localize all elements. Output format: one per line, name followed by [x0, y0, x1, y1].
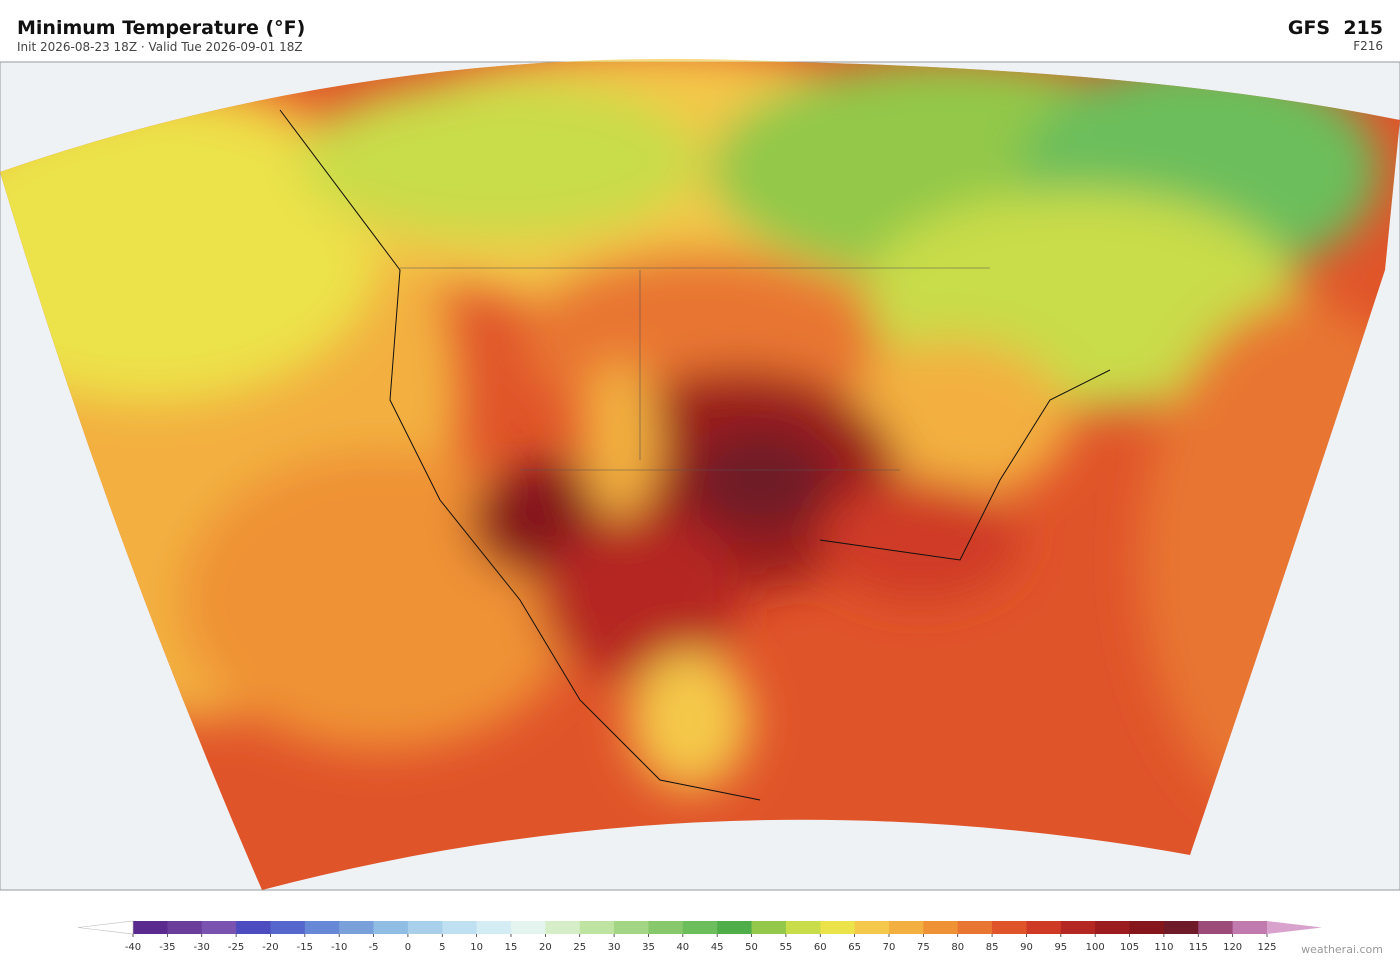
colorbar-segment — [1129, 921, 1165, 934]
colorbar-segment — [442, 921, 478, 934]
colorbar-segment — [889, 921, 924, 934]
borders — [400, 267, 990, 471]
colorbar-segment — [1095, 921, 1131, 934]
colorbar-tick-label: 95 — [1054, 942, 1067, 953]
colorbar-segment — [545, 921, 581, 934]
colorbar-tick-label: 25 — [573, 942, 586, 953]
colorbar-tick-label: 10 — [470, 942, 483, 953]
colorbar-tick-label: 65 — [848, 942, 861, 953]
map — [0, 58, 1400, 891]
colorbar-segment — [1198, 921, 1234, 934]
colorbar-tick-label: -10 — [331, 942, 347, 953]
title: Minimum Temperature (°F) — [17, 17, 305, 39]
credit: weatherai.com — [1301, 943, 1383, 956]
colorbar-tick-label: 90 — [1020, 942, 1033, 953]
colorbar-segment — [133, 921, 168, 934]
colorbar-segment — [614, 921, 649, 934]
colorbar-segment — [1232, 921, 1268, 934]
colorbar-segment — [648, 921, 684, 934]
colorbar-segment — [992, 921, 1027, 934]
colorbar-segment — [1060, 921, 1096, 934]
colorbar: -40 -35 -30 -25 -20 -15 -10 -5 0 5 10 15 20 25 30 35 40 4… — [77, 920, 1322, 953]
colorbar-segment — [820, 921, 856, 934]
colorbar-tick-label: 125 — [1257, 942, 1276, 953]
colorbar-segment — [854, 921, 890, 934]
colorbar-tick-label: -40 — [125, 942, 141, 953]
colorbar-tick-label: -15 — [297, 942, 313, 953]
colorbar-segment — [304, 921, 340, 934]
colorbar-segment — [751, 921, 787, 934]
colorbar-tick-label: 85 — [986, 942, 999, 953]
forecast-hour: F216 — [1353, 39, 1383, 53]
colorbar-tick-label: 105 — [1120, 942, 1139, 953]
colorbar-tick-label: 80 — [951, 942, 964, 953]
colorbar-segment — [923, 921, 959, 934]
colorbar-segment — [270, 921, 306, 934]
colorbar-tick-label: 70 — [883, 942, 896, 953]
colorbar-tick-label: -35 — [159, 942, 175, 953]
colorbar-over — [1267, 921, 1322, 934]
colorbar-tick-label: 35 — [642, 942, 655, 953]
colorbar-tick-label: 55 — [780, 942, 793, 953]
colorbar-segment — [373, 921, 409, 934]
colorbar-tick-label: 30 — [608, 942, 621, 953]
colorbar-under — [77, 920, 134, 935]
colorbar-segment — [511, 921, 546, 934]
colorbar-tick-label: 75 — [917, 942, 930, 953]
colorbar-segment — [1163, 921, 1199, 934]
colorbar-tick-label: 40 — [676, 942, 689, 953]
colorbar-segment — [476, 921, 512, 934]
colorbar-segment — [167, 921, 203, 934]
coastline — [279, 109, 1111, 801]
subtitle: Init 2026-08-23 18Z · Valid Tue 2026-09-… — [17, 40, 303, 54]
colorbar-tick-label: -20 — [262, 942, 278, 953]
colorbar-segment — [579, 921, 615, 934]
colorbar-tick-label: 100 — [1086, 942, 1105, 953]
colorbar-segment — [1026, 921, 1062, 934]
model-label: GFS 215 — [1288, 17, 1383, 39]
colorbar-segment — [682, 921, 718, 934]
colorbar-segment — [407, 921, 443, 934]
colorbar-tick-label: 110 — [1154, 942, 1173, 953]
colorbar-tick-label: 60 — [814, 942, 827, 953]
colorbar-tick-label: 115 — [1189, 942, 1208, 953]
colorbar-tick-label: 20 — [539, 942, 552, 953]
colorbar-tick-label: -25 — [228, 942, 244, 953]
colorbar-tick-label: 45 — [711, 942, 724, 953]
colorbar-segment — [201, 921, 237, 934]
colorbar-segment — [236, 921, 271, 934]
colorbar-tick-label: 5 — [439, 942, 445, 953]
colorbar-tick-label: 120 — [1223, 942, 1242, 953]
colorbar-segment — [717, 921, 753, 934]
colorbar-segment — [339, 921, 375, 934]
colorbar-tick-label: 15 — [505, 942, 518, 953]
colorbar-tick-label: -30 — [194, 942, 210, 953]
colorbar-tick-label: -5 — [369, 942, 379, 953]
colorbar-segment — [957, 921, 993, 934]
colorbar-tick-label: 0 — [405, 942, 411, 953]
colorbar-tick-label: 50 — [745, 942, 758, 953]
colorbar-segment — [785, 921, 821, 934]
